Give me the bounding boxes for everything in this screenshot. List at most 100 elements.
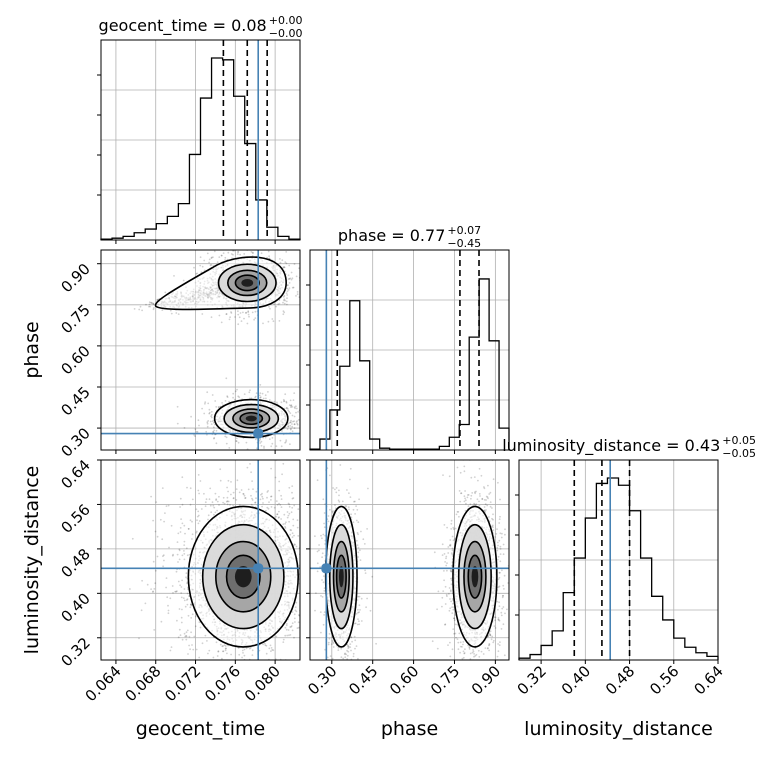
scatter-point — [254, 501, 256, 504]
scatter-point — [288, 634, 290, 637]
scatter-point — [311, 272, 313, 274]
x-tick-label: 0.32 — [514, 662, 550, 698]
scatter-point — [242, 493, 245, 495]
scatter-point — [302, 584, 304, 586]
scatter-point — [304, 577, 306, 579]
scatter-point — [296, 519, 299, 522]
scatter-point — [270, 467, 272, 470]
scatter-point — [209, 264, 212, 267]
scatter-point — [209, 420, 212, 423]
scatter-point — [297, 535, 300, 537]
scatter-point — [285, 292, 288, 295]
scatter-point — [222, 650, 224, 653]
scatter-point — [289, 421, 292, 424]
scatter-point — [178, 548, 181, 551]
scatter-point — [291, 532, 294, 535]
scatter-point — [222, 665, 224, 667]
scatter-point — [207, 402, 210, 405]
scatter-point — [214, 666, 216, 668]
hist-step-line — [309, 278, 510, 450]
scatter-point — [180, 586, 183, 588]
scatter-point — [280, 401, 283, 404]
scatter-point — [150, 495, 153, 498]
scatter-point — [257, 451, 259, 453]
scatter-point — [195, 273, 198, 275]
scatter-point — [195, 508, 198, 511]
scatter-point — [190, 604, 193, 607]
scatter-point — [174, 590, 177, 593]
scatter-point — [262, 497, 264, 500]
scatter-point — [150, 301, 153, 304]
scatter-point — [226, 395, 229, 398]
scatter-point — [292, 518, 295, 521]
scatter-point — [295, 405, 297, 408]
scatter-point — [291, 485, 294, 487]
scatter-point — [180, 621, 183, 624]
scatter-point — [307, 580, 309, 582]
scatter-point — [287, 514, 290, 517]
scatter-point — [295, 295, 297, 297]
scatter-point — [282, 313, 285, 316]
scatter-point — [227, 479, 230, 482]
scatter-point — [273, 434, 275, 436]
scatter-point — [289, 424, 292, 427]
scatter-point — [281, 430, 283, 432]
panel-title: luminosity_distance = 0.43 +0.05−0.05 — [502, 434, 756, 460]
scatter-point — [199, 480, 202, 482]
scatter-point — [279, 504, 282, 506]
scatter-point — [150, 302, 153, 304]
scatter-point — [205, 430, 208, 433]
scatter-point — [200, 508, 203, 510]
scatter-point — [283, 266, 286, 269]
scatter-point — [285, 300, 288, 303]
scatter-point — [200, 271, 203, 274]
scatter-point — [182, 279, 185, 282]
scatter-point — [290, 625, 293, 627]
scatter-point — [286, 290, 289, 293]
scatter-point — [144, 602, 147, 605]
scatter-point — [176, 619, 178, 622]
scatter-point — [284, 522, 286, 525]
scatter-point — [238, 243, 240, 245]
scatter-point — [286, 407, 289, 410]
scatter-point — [195, 430, 198, 433]
scatter-point — [175, 590, 178, 593]
scatter-point — [278, 320, 281, 322]
scatter-point — [261, 495, 264, 498]
scatter-point — [212, 504, 215, 507]
scatter-point — [294, 621, 296, 623]
scatter-point — [173, 275, 175, 277]
scatter-point — [215, 406, 218, 408]
scatter-point — [242, 493, 245, 495]
scatter-point — [181, 554, 184, 557]
scatter-point — [215, 499, 218, 501]
scatter-point — [304, 253, 306, 255]
scatter-point — [266, 496, 268, 499]
scatter-point — [222, 252, 225, 255]
scatter-point — [186, 554, 189, 557]
scatter-point — [197, 514, 200, 517]
scatter-point — [268, 255, 270, 258]
scatter-point — [216, 655, 219, 657]
scatter-point — [291, 622, 294, 625]
scatter-point — [282, 301, 284, 304]
scatter-point — [292, 705, 294, 707]
scatter-point — [286, 511, 289, 513]
scatter-point — [189, 603, 192, 606]
scatter-point — [236, 388, 238, 391]
scatter-point — [278, 489, 281, 492]
scatter-point — [234, 316, 236, 318]
x-tick-label: 0.064 — [82, 662, 125, 705]
scatter-point — [226, 500, 228, 503]
scatter-point — [216, 261, 219, 263]
scatter-point — [252, 488, 254, 490]
scatter-point — [228, 447, 231, 449]
scatter-point — [267, 247, 269, 249]
scatter-point — [272, 649, 275, 652]
scatter-point — [204, 401, 207, 404]
scatter-point — [190, 631, 193, 634]
scatter-point — [259, 392, 262, 395]
scatter-point — [243, 661, 245, 663]
scatter-point — [190, 603, 192, 606]
scatter-point — [171, 585, 174, 587]
